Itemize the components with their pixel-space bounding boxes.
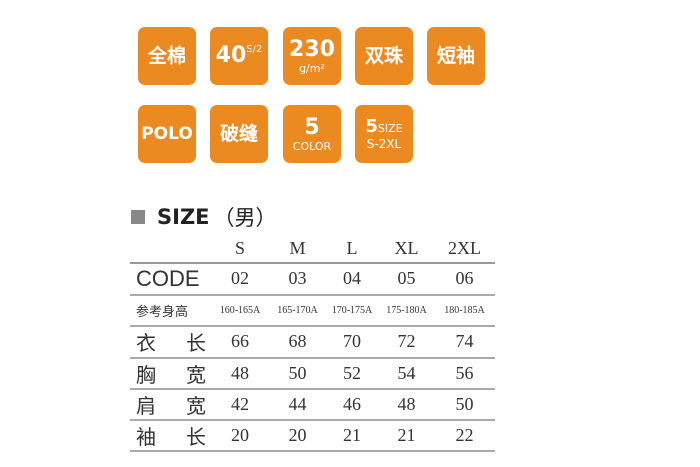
row-label-part: 参考身高 <box>136 304 189 320</box>
badge-short-sleeve: 短袖 <box>427 27 485 85</box>
row-label-part: 长 <box>186 424 206 449</box>
badge-sup: SIZE <box>377 122 403 135</box>
table-cell: 56 <box>455 362 474 383</box>
badge-sub: g/m² <box>299 61 325 75</box>
row-label-part: 衣 <box>136 331 156 355</box>
table-cell: 21 <box>343 424 361 445</box>
row-label-part: 宽 <box>186 393 206 418</box>
row-label: CODE <box>130 266 210 292</box>
badge-text: 230 <box>289 36 335 62</box>
table-cell: 175-180A <box>386 304 427 316</box>
column-header: L <box>346 237 358 258</box>
badge-text: 5 <box>365 116 378 137</box>
table-cell: 20 <box>288 424 307 445</box>
table-cell: 170-175A <box>331 304 373 316</box>
badge-text: 全棉 <box>147 44 186 67</box>
table-cell: 44 <box>288 393 307 414</box>
row-label: 衣长 <box>130 327 210 356</box>
table-row: 袖长 20 20 21 21 22 <box>130 420 495 452</box>
badge-sizes: 5 SIZE S-2XL <box>355 105 413 163</box>
table-cell: 52 <box>343 362 361 383</box>
table-cell: 42 <box>231 393 249 414</box>
badge-yarn: 40 S/2 <box>210 27 268 85</box>
table-cell: 06 <box>455 268 474 288</box>
badge-text: 短袖 <box>436 44 475 67</box>
table-cell: 50 <box>288 362 307 383</box>
table-cell: 54 <box>397 362 416 383</box>
table-cell: 70 <box>343 331 361 351</box>
size-section-title: SIZE （男） <box>131 202 277 232</box>
table-cell: 03 <box>288 268 307 288</box>
table-row: 肩宽 42 44 46 48 50 <box>130 389 495 421</box>
table-cell: 74 <box>455 331 474 351</box>
table-cell: 22 <box>455 424 474 445</box>
column-header: 2XL <box>448 237 481 258</box>
column-header: M <box>289 237 306 258</box>
badge-text: POLO <box>141 123 193 144</box>
table-cell: 72 <box>397 331 416 351</box>
badge-sub: COLOR <box>292 139 332 153</box>
bullet-square-icon <box>131 210 145 224</box>
table-row: 参考身高 160-165A 165-170A 170-175A 175-180A 180-… <box>130 295 495 327</box>
badge-text: 双珠 <box>364 44 403 67</box>
row-label-part: CODE <box>136 265 200 291</box>
badge-text: 5 <box>304 114 320 140</box>
row-label-part: 长 <box>186 331 206 355</box>
badge-sup: S/2 <box>246 44 263 55</box>
badge-pique: 双珠 <box>355 27 413 85</box>
table-cell: 20 <box>231 424 249 445</box>
table-row: 衣长 66 68 70 72 74 <box>130 326 495 359</box>
column-header: S <box>234 237 245 258</box>
table-row: CODE 02 03 04 05 06 <box>130 263 495 296</box>
row-label-part: 宽 <box>186 362 206 387</box>
table-cell: 165-170A <box>277 304 318 316</box>
column-header: XL <box>394 237 419 258</box>
table-cell: 02 <box>231 268 249 288</box>
table-cell: 180-185A <box>444 304 485 316</box>
badge-text: 40 <box>215 43 247 68</box>
size-title: SIZE <box>157 205 210 229</box>
size-gender: （男） <box>213 206 277 230</box>
row-label: 肩宽 <box>130 390 210 419</box>
table-cell: 48 <box>397 393 416 414</box>
table-row: 胸宽 48 50 52 54 56 <box>130 358 495 390</box>
badge-sub: S-2XL <box>366 137 402 151</box>
row-label-part: 肩 <box>136 393 156 418</box>
table-header-row: S M L XL 2XL <box>130 234 495 264</box>
badge-side-slit: 破缝 <box>210 105 268 163</box>
table-cell: 66 <box>231 331 249 351</box>
row-label-part: 胸 <box>136 362 156 387</box>
badge-cotton: 全棉 <box>138 27 196 85</box>
badge-colors: 5 COLOR <box>283 105 341 163</box>
table-cell: 48 <box>231 362 249 383</box>
badge-polo: POLO <box>138 105 196 163</box>
table-cell: 50 <box>455 393 474 414</box>
row-label: 参考身高 <box>130 301 210 320</box>
badge-weight: 230 g/m² <box>283 27 341 85</box>
table-cell: 46 <box>343 393 361 414</box>
badge-text: 破缝 <box>219 122 258 145</box>
table-cell: 160-165A <box>219 304 261 316</box>
row-label-part: 袖 <box>136 424 156 449</box>
row-label: 袖长 <box>130 421 210 450</box>
table-cell: 21 <box>397 424 416 445</box>
table-cell: 04 <box>343 268 361 288</box>
table-cell: 68 <box>288 331 307 351</box>
table-cell: 05 <box>397 268 416 288</box>
row-label: 胸宽 <box>130 359 210 388</box>
